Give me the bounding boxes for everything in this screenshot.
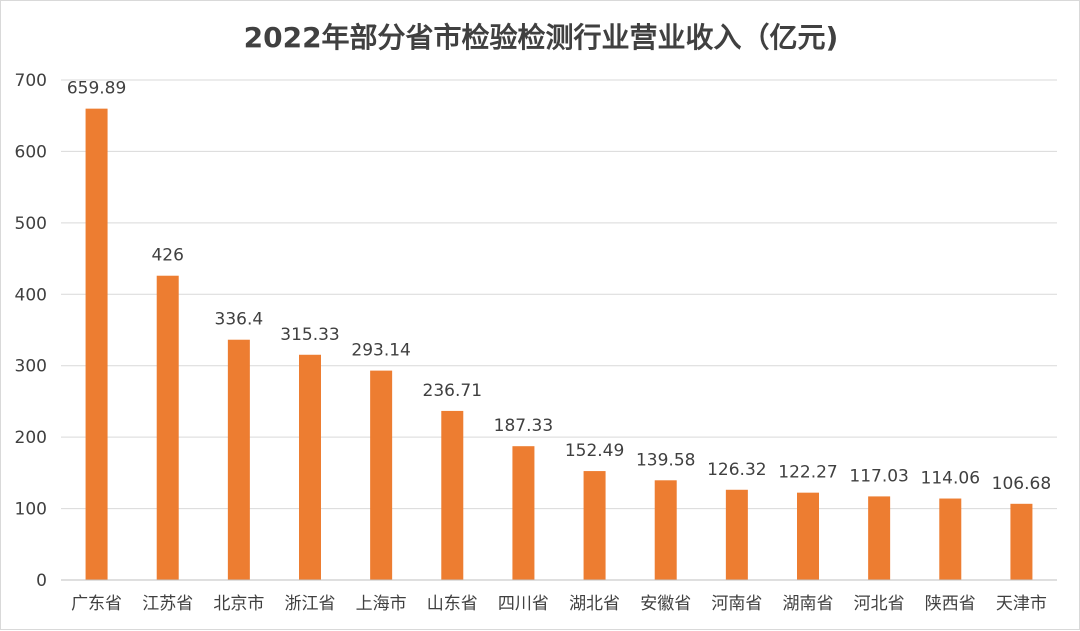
data-label: 236.71 (423, 381, 482, 401)
y-tick-label: 200 (15, 428, 47, 448)
bar (299, 354, 321, 580)
data-label: 122.27 (778, 463, 837, 483)
x-category-label: 陕西省 (925, 594, 976, 614)
x-category-label: 安徽省 (640, 594, 691, 614)
bar (654, 480, 677, 580)
x-category-label: 江苏省 (142, 594, 193, 614)
data-label: 659.89 (67, 79, 126, 99)
x-category-label: 北京市 (213, 594, 264, 614)
data-label: 139.58 (636, 450, 695, 470)
data-label: 117.03 (849, 466, 908, 486)
x-category-label: 河南省 (711, 594, 762, 614)
data-label: 426 (151, 246, 183, 266)
y-tick-label: 700 (15, 71, 47, 91)
x-category-label: 天津市 (996, 594, 1047, 614)
bar (370, 370, 393, 580)
x-category-label: 湖北省 (569, 594, 620, 614)
bar (85, 108, 108, 581)
bar (1010, 503, 1033, 580)
data-label: 106.68 (992, 474, 1051, 494)
x-axis-categories: 广东省 江苏省 北京市 浙江省 上海市 山东省 四川省 湖北省 安徽省 河南省 湖南省 河北省 陕西省天… (71, 594, 1047, 614)
y-tick-label: 400 (15, 285, 47, 305)
bars (85, 108, 1033, 581)
bar (227, 339, 250, 580)
x-category-label: 山东省 (427, 594, 478, 614)
data-label: 114.06 (921, 469, 980, 489)
bar (583, 471, 606, 580)
bar (797, 492, 819, 580)
chart-title: 2022年部分省市检验检测行业营业收入（亿元) (244, 21, 839, 54)
x-category-label: 浙江省 (285, 594, 336, 614)
y-axis-ticks: 0 100 200 300 400 500 600 700 (15, 71, 47, 591)
data-label: 293.14 (351, 341, 410, 361)
data-label: 187.33 (494, 416, 553, 436)
data-label: 315.33 (280, 325, 339, 345)
x-category-label: 四川省 (498, 594, 549, 614)
data-label: 126.32 (707, 460, 766, 480)
bar (939, 498, 962, 580)
grid-layer (61, 79, 1057, 510)
y-tick-label: 500 (15, 214, 47, 234)
y-tick-label: 300 (15, 357, 47, 377)
x-category-label: 河北省 (854, 594, 905, 614)
data-label: 152.49 (565, 441, 624, 461)
bar (512, 446, 535, 580)
x-category-label: 上海市 (356, 594, 407, 614)
y-tick-label: 600 (15, 142, 47, 162)
data-labels: 659.89 426 336.4 315.33 293.14 236.71 187.33 15… (67, 79, 1051, 494)
bar (441, 410, 464, 580)
bar (725, 489, 748, 580)
x-category-label: 广东省 (71, 594, 122, 614)
data-label: 336.4 (215, 310, 264, 330)
bar (868, 496, 891, 580)
bar (156, 275, 179, 580)
y-tick-label: 0 (36, 571, 47, 591)
x-category-label: 湖南省 (783, 594, 834, 614)
y-tick-label: 100 (15, 500, 47, 520)
